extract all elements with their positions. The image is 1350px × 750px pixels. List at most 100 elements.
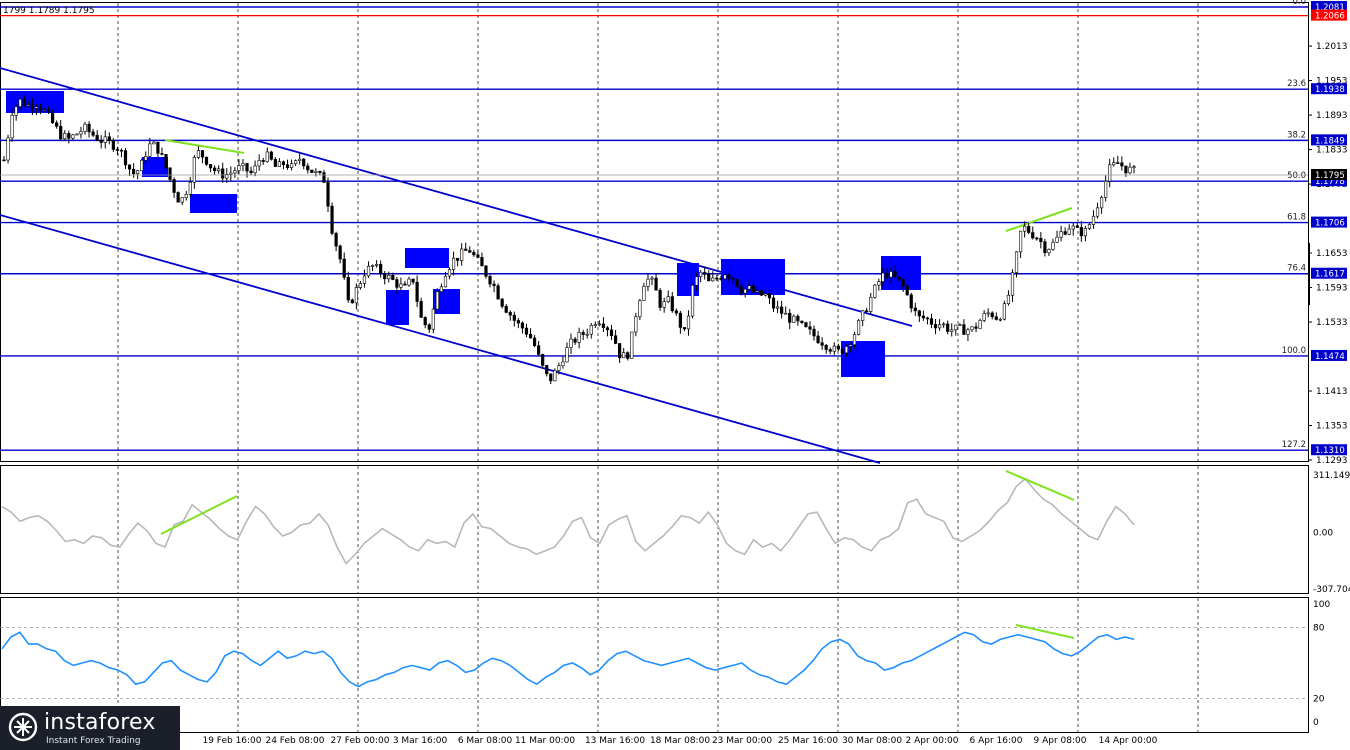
candle-body	[265, 151, 269, 162]
candle-body	[302, 158, 306, 167]
cci-tick-label: 311.1497	[1313, 471, 1350, 481]
candle-body	[978, 320, 982, 329]
stochastic-indicator: 100 80 20 0	[0, 600, 1330, 728]
candle-body	[921, 315, 925, 319]
candle-body	[537, 345, 541, 355]
candle-body	[1063, 231, 1067, 235]
fib-level-label: 23.6	[1287, 79, 1306, 89]
candle-body	[662, 301, 666, 308]
candle-body	[188, 182, 192, 195]
candle-body	[986, 312, 990, 315]
candle-body	[848, 344, 853, 347]
highlight-boxes	[6, 91, 921, 377]
price-tick-label: 1.1293	[1316, 456, 1348, 466]
stoch-pane-frame	[0, 597, 1309, 733]
candle-body	[816, 335, 820, 344]
candle-body	[1059, 231, 1063, 238]
candle-body	[605, 327, 610, 331]
fib-price-badge	[1311, 1, 1347, 12]
candle-body	[1010, 272, 1015, 296]
candle-body	[144, 155, 148, 161]
current-price-text: 1.1795	[1315, 171, 1345, 181]
candle-body	[792, 315, 796, 323]
candle-body	[34, 106, 39, 109]
candle-body	[520, 322, 525, 329]
time-tick-label: 27 Feb 00:00	[330, 736, 389, 746]
time-tick-label: 14 Apr 00:00	[1099, 736, 1158, 746]
candle-body	[504, 305, 508, 313]
candle-body	[597, 323, 601, 326]
fib-price-badge	[1311, 349, 1347, 361]
vertical-grid	[117, 3, 1199, 732]
candle-body	[184, 193, 188, 198]
candle-body	[771, 297, 776, 309]
candle-body	[703, 271, 707, 275]
candle-body	[468, 250, 472, 253]
candle-body	[91, 131, 95, 136]
candle-body	[298, 158, 302, 161]
candle-body	[1055, 236, 1059, 243]
candle-body	[634, 316, 638, 333]
candle-body	[99, 140, 103, 143]
candle-body	[1067, 228, 1071, 235]
candle-body	[1116, 162, 1120, 164]
candle-body	[136, 170, 140, 175]
candle-body	[569, 338, 573, 348]
fibonacci-levels: 0.0 23.6 38.2 50.0 61.8 76.4 100.0 127.2	[0, 0, 1308, 451]
candle-body	[366, 265, 371, 277]
fib-price-badge	[1311, 216, 1347, 228]
candle-body	[168, 167, 172, 180]
candle-body	[67, 133, 71, 139]
stoch-tick-label: 80	[1313, 624, 1325, 634]
candle-body	[1075, 225, 1079, 228]
candle-body	[893, 271, 897, 278]
candle-body	[897, 276, 901, 280]
candle-body	[156, 141, 160, 154]
stoch-divergence-line	[1015, 624, 1075, 639]
candle-body	[83, 123, 87, 132]
candle-body	[1051, 241, 1055, 250]
cci-tick-label: -307.704	[1313, 585, 1350, 595]
candle-body	[1023, 225, 1027, 232]
candle-body	[682, 327, 687, 330]
candle-body	[464, 248, 468, 251]
candle-body	[273, 158, 277, 167]
price-tick-label: 1.1593	[1316, 284, 1348, 294]
candle-body	[443, 275, 448, 288]
candle-body	[861, 310, 865, 321]
logo-mark-icon	[8, 712, 38, 742]
candle-body	[346, 276, 350, 301]
time-tick-label: 9 Apr 08:00	[1034, 736, 1087, 746]
candle-body	[1128, 166, 1132, 174]
price-tick-label: 1.1353	[1316, 422, 1348, 432]
candle-body	[840, 348, 844, 354]
candle-body	[451, 257, 456, 270]
candle-body	[869, 297, 873, 312]
time-tick-label: 13 Mar 16:00	[585, 736, 645, 746]
candle-body	[411, 278, 415, 283]
candle-body	[71, 134, 75, 139]
candle-body	[306, 165, 310, 171]
candle-body	[990, 312, 994, 318]
time-tick-label: 23 Mar 00:00	[712, 736, 772, 746]
candle-body	[456, 257, 460, 261]
candle-body	[618, 343, 622, 359]
candle-body	[1031, 232, 1035, 239]
candle-body	[488, 275, 492, 285]
candle-body	[1120, 162, 1124, 167]
time-tick-label: 2 Apr 00:00	[906, 736, 959, 746]
highlight-box	[841, 341, 885, 377]
fib-level-label: 61.8	[1287, 213, 1306, 223]
candle-body	[391, 275, 395, 280]
fib-level-label: 76.4	[1287, 264, 1306, 274]
candle-body	[925, 317, 930, 320]
candle-body	[622, 352, 626, 359]
candle-body	[678, 312, 682, 328]
candle-body	[800, 320, 804, 323]
candle-body	[937, 324, 942, 329]
price-tick-label: 1.1893	[1316, 111, 1348, 121]
time-tick-label: 11 Mar 00:00	[515, 736, 575, 746]
candle-body	[285, 164, 290, 169]
candle-body	[528, 333, 533, 339]
